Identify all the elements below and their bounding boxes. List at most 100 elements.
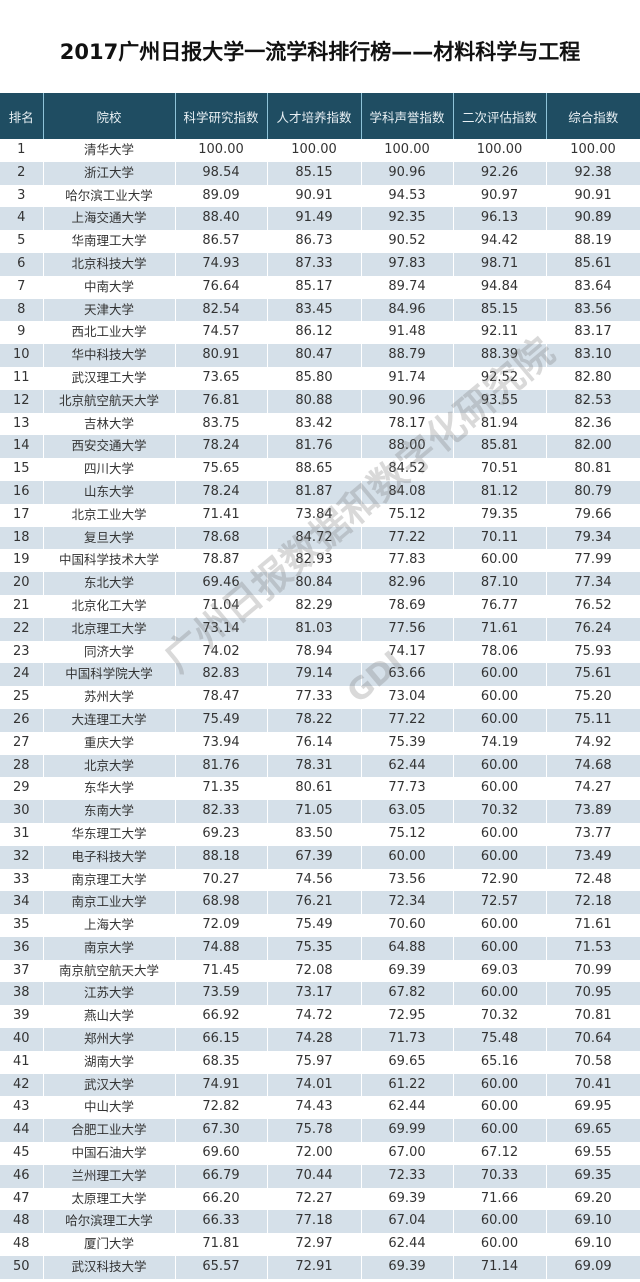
cell-talent-index: 73.84 bbox=[267, 503, 362, 527]
cell-rank: 17 bbox=[0, 503, 44, 527]
cell-research-index: 68.35 bbox=[175, 1050, 268, 1074]
cell-overall-index: 70.58 bbox=[546, 1050, 640, 1074]
cell-research-index: 68.98 bbox=[175, 891, 268, 915]
table-row: 48 哈尔滨理工大学 66.33 77.18 67.04 60.00 69.10 bbox=[0, 1210, 640, 1234]
cell-reputation-index: 63.66 bbox=[361, 663, 454, 687]
cell-rank: 25 bbox=[0, 686, 44, 709]
cell-second-eval-index: 60.00 bbox=[453, 845, 547, 869]
cell-research-index: 82.54 bbox=[175, 298, 268, 322]
table-row: 30 东南大学 82.33 71.05 63.05 70.32 73.89 bbox=[0, 800, 640, 823]
table-row: 15 四川大学 75.65 88.65 84.52 70.51 80.81 bbox=[0, 458, 640, 481]
cell-rank: 20 bbox=[0, 572, 44, 595]
cell-reputation-index: 61.22 bbox=[361, 1073, 454, 1097]
cell-rank: 37 bbox=[0, 959, 44, 983]
cell-school: 天津大学 bbox=[43, 298, 176, 322]
cell-talent-index: 86.73 bbox=[267, 230, 362, 253]
cell-talent-index: 86.12 bbox=[267, 321, 362, 345]
cell-overall-index: 74.92 bbox=[546, 731, 640, 755]
cell-second-eval-index: 70.32 bbox=[453, 800, 547, 823]
cell-talent-index: 100.00 bbox=[267, 139, 362, 162]
cell-school: 东南大学 bbox=[43, 800, 176, 823]
table-row: 37 南京航空航天大学 71.45 72.08 69.39 69.03 70.99 bbox=[0, 959, 640, 983]
cell-overall-index: 72.18 bbox=[546, 891, 640, 915]
table-row: 41 湖南大学 68.35 75.97 69.65 65.16 70.58 bbox=[0, 1050, 640, 1074]
cell-second-eval-index: 81.12 bbox=[453, 480, 547, 504]
cell-talent-index: 76.21 bbox=[267, 891, 362, 915]
cell-rank: 34 bbox=[0, 891, 44, 915]
cell-school: 哈尔滨理工大学 bbox=[43, 1210, 176, 1234]
table-row: 25 苏州大学 78.47 77.33 73.04 60.00 75.20 bbox=[0, 686, 640, 709]
cell-rank: 39 bbox=[0, 1005, 44, 1029]
cell-research-index: 86.57 bbox=[175, 230, 268, 253]
cell-school: 上海大学 bbox=[43, 914, 176, 937]
cell-reputation-index: 92.35 bbox=[361, 207, 454, 231]
cell-rank: 46 bbox=[0, 1164, 44, 1188]
cell-research-index: 66.92 bbox=[175, 1005, 268, 1029]
cell-school: 华中科技大学 bbox=[43, 344, 176, 367]
cell-school: 燕山大学 bbox=[43, 1005, 176, 1029]
cell-talent-index: 75.49 bbox=[267, 914, 362, 937]
cell-talent-index: 74.72 bbox=[267, 1005, 362, 1029]
cell-talent-index: 74.56 bbox=[267, 868, 362, 892]
header-school: 院校 bbox=[43, 93, 176, 139]
cell-second-eval-index: 69.03 bbox=[453, 959, 547, 983]
cell-second-eval-index: 81.94 bbox=[453, 412, 547, 436]
cell-talent-index: 79.14 bbox=[267, 663, 362, 687]
cell-rank: 27 bbox=[0, 731, 44, 755]
cell-research-index: 72.09 bbox=[175, 914, 268, 937]
cell-rank: 33 bbox=[0, 868, 44, 892]
cell-second-eval-index: 93.55 bbox=[453, 389, 547, 413]
table-body: 1 清华大学 100.00 100.00 100.00 100.00 100.00 2 浙江大学… bbox=[0, 139, 640, 1279]
cell-talent-index: 77.33 bbox=[267, 686, 362, 709]
cell-overall-index: 69.55 bbox=[546, 1142, 640, 1165]
cell-overall-index: 83.17 bbox=[546, 321, 640, 345]
cell-school: 东北大学 bbox=[43, 572, 176, 595]
cell-rank: 24 bbox=[0, 663, 44, 687]
table-row: 48 厦门大学 71.81 72.97 62.44 60.00 69.10 bbox=[0, 1233, 640, 1257]
cell-second-eval-index: 60.00 bbox=[453, 1096, 547, 1120]
table-row: 38 江苏大学 73.59 73.17 67.82 60.00 70.95 bbox=[0, 982, 640, 1006]
cell-reputation-index: 88.79 bbox=[361, 344, 454, 367]
cell-research-index: 69.46 bbox=[175, 572, 268, 595]
table-row: 9 西北工业大学 74.57 86.12 91.48 92.11 83.17 bbox=[0, 321, 640, 345]
table-row: 50 武汉科技大学 65.57 72.91 69.39 71.14 69.09 bbox=[0, 1256, 640, 1279]
cell-overall-index: 75.11 bbox=[546, 708, 640, 732]
cell-reputation-index: 77.73 bbox=[361, 777, 454, 801]
cell-overall-index: 73.49 bbox=[546, 845, 640, 869]
cell-research-index: 74.88 bbox=[175, 936, 268, 960]
table-row: 34 南京工业大学 68.98 76.21 72.34 72.57 72.18 bbox=[0, 891, 640, 915]
cell-overall-index: 76.24 bbox=[546, 617, 640, 641]
cell-school: 西北工业大学 bbox=[43, 321, 176, 345]
cell-research-index: 66.33 bbox=[175, 1210, 268, 1234]
table-row: 39 燕山大学 66.92 74.72 72.95 70.32 70.81 bbox=[0, 1005, 640, 1029]
cell-research-index: 100.00 bbox=[175, 139, 268, 162]
table-row: 13 吉林大学 83.75 83.42 78.17 81.94 82.36 bbox=[0, 412, 640, 436]
cell-school: 重庆大学 bbox=[43, 731, 176, 755]
cell-talent-index: 75.35 bbox=[267, 936, 362, 960]
cell-overall-index: 73.89 bbox=[546, 800, 640, 823]
cell-school: 北京化工大学 bbox=[43, 594, 176, 618]
cell-research-index: 88.18 bbox=[175, 845, 268, 869]
cell-reputation-index: 94.53 bbox=[361, 184, 454, 208]
header-rank: 排名 bbox=[0, 93, 44, 139]
cell-school: 西安交通大学 bbox=[43, 435, 176, 459]
cell-research-index: 78.47 bbox=[175, 686, 268, 709]
cell-overall-index: 72.48 bbox=[546, 868, 640, 892]
cell-talent-index: 73.17 bbox=[267, 982, 362, 1006]
cell-overall-index: 80.81 bbox=[546, 458, 640, 481]
cell-reputation-index: 73.04 bbox=[361, 686, 454, 709]
cell-talent-index: 75.97 bbox=[267, 1050, 362, 1074]
cell-overall-index: 70.99 bbox=[546, 959, 640, 983]
cell-rank: 12 bbox=[0, 389, 44, 413]
cell-reputation-index: 84.52 bbox=[361, 458, 454, 481]
cell-talent-index: 80.84 bbox=[267, 572, 362, 595]
cell-rank: 1 bbox=[0, 139, 44, 162]
cell-reputation-index: 67.04 bbox=[361, 1210, 454, 1234]
cell-research-index: 66.15 bbox=[175, 1028, 268, 1051]
table-row: 14 西安交通大学 78.24 81.76 88.00 85.81 82.00 bbox=[0, 435, 640, 459]
cell-overall-index: 88.19 bbox=[546, 230, 640, 253]
cell-research-index: 82.83 bbox=[175, 663, 268, 687]
cell-school: 中国科学技术大学 bbox=[43, 549, 176, 573]
cell-second-eval-index: 60.00 bbox=[453, 936, 547, 960]
table-row: 11 武汉理工大学 73.65 85.80 91.74 92.52 82.80 bbox=[0, 366, 640, 390]
